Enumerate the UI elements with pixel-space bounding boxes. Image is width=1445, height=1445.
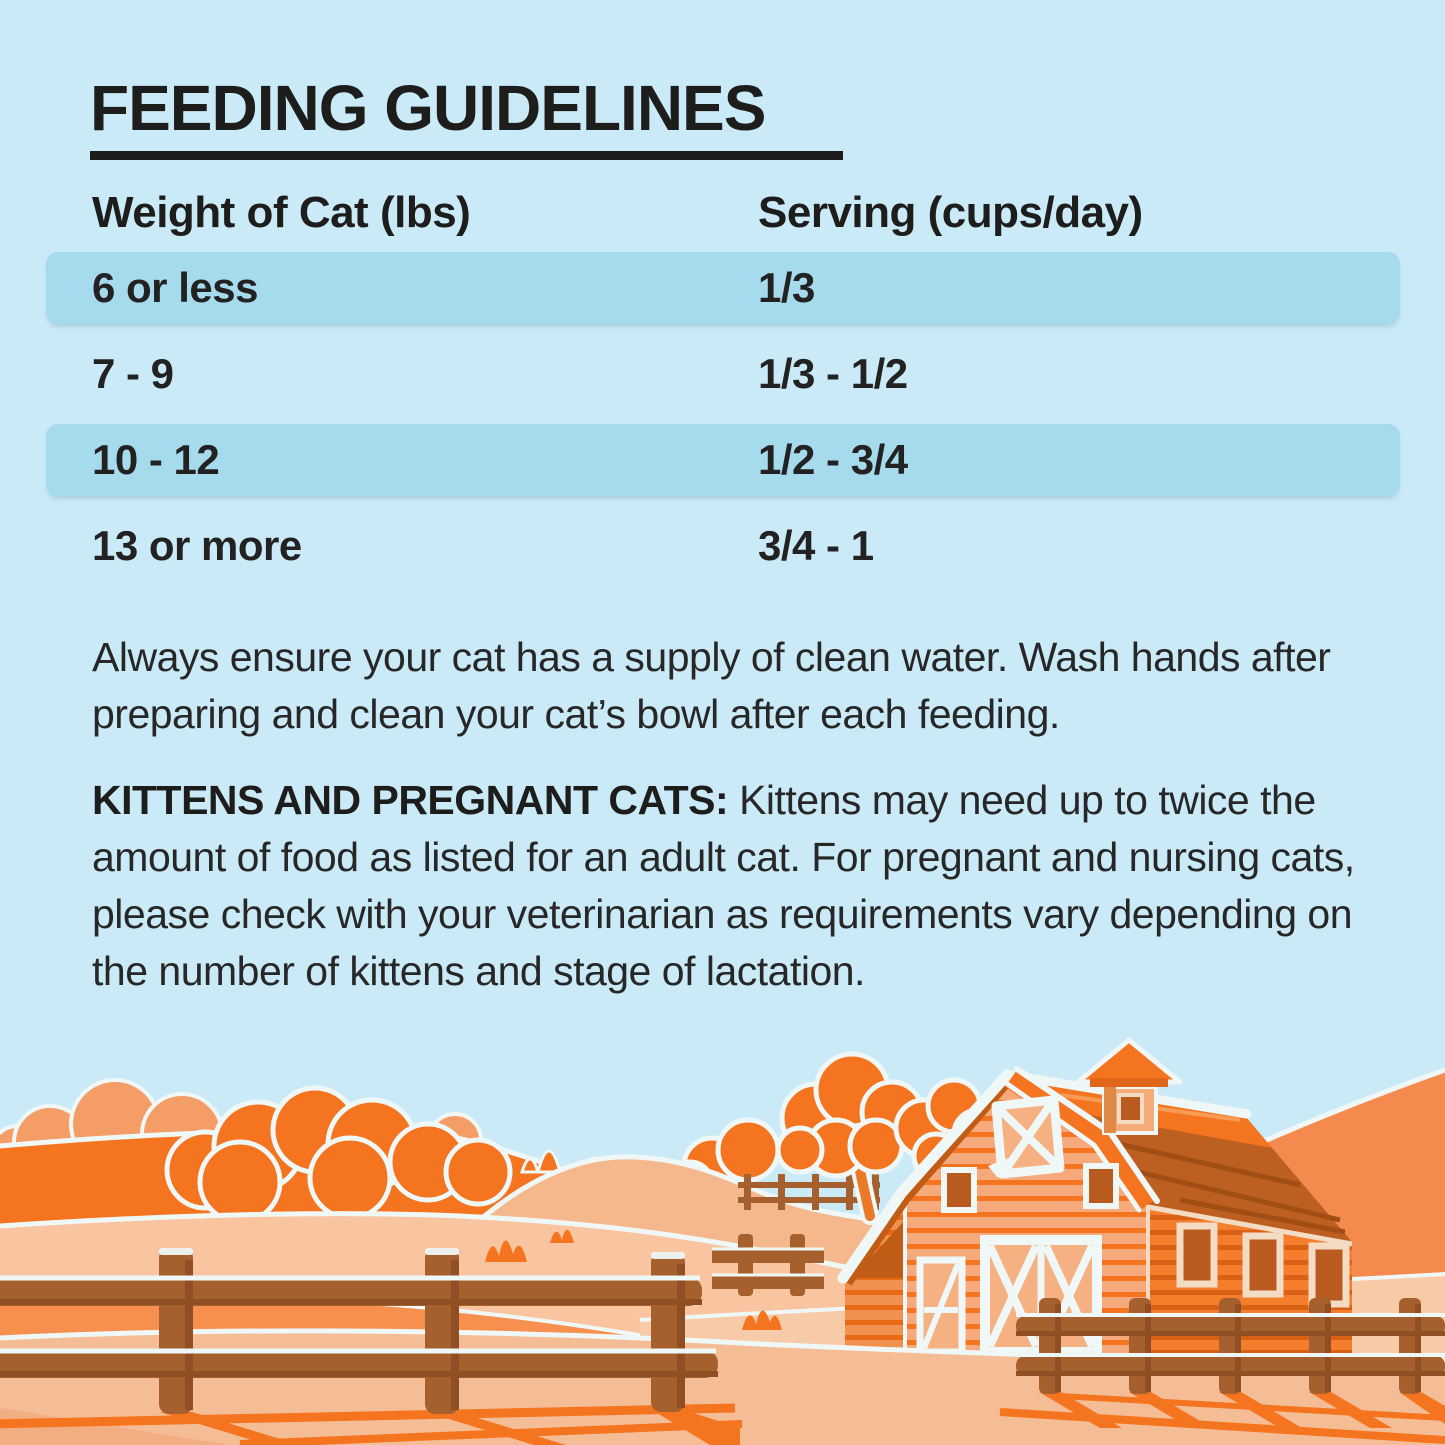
barn-small-door bbox=[916, 1256, 966, 1356]
title-underline bbox=[90, 151, 843, 160]
weight-value: 7 - 9 bbox=[92, 350, 174, 397]
page-title: FEEDING GUIDELINES bbox=[90, 72, 766, 144]
distant-fence-icon bbox=[738, 1174, 880, 1210]
serving-value: 3/4 - 1 bbox=[758, 522, 874, 569]
header-serving: Serving (cups/day) bbox=[758, 188, 1143, 237]
table-row: 13 or more 3/4 - 1 bbox=[46, 510, 1400, 582]
bush-cluster-icon bbox=[164, 1085, 513, 1225]
water-note: Always ensure your cat has a supply of c… bbox=[92, 634, 1331, 737]
barn-front-windows bbox=[941, 1163, 1119, 1213]
trees-icon bbox=[775, 1051, 1005, 1225]
kittens-note: KITTENS AND PREGNANT CATS: Kittens may n… bbox=[92, 772, 1368, 1000]
barn-loft-window bbox=[988, 1095, 1065, 1179]
serving-value: 1/3 - 1/2 bbox=[758, 350, 908, 397]
serving-value: 1/3 bbox=[758, 264, 815, 311]
barn-cupola bbox=[1075, 1037, 1183, 1135]
barn-side-windows bbox=[1176, 1222, 1350, 1308]
serving-value: 1/2 - 3/4 bbox=[758, 436, 908, 483]
left-fence-icon bbox=[0, 1248, 743, 1445]
weight-value: 10 - 12 bbox=[92, 436, 220, 483]
kittens-note-body: Kittens may need up to twice the amount … bbox=[92, 777, 1355, 994]
right-fence-icon bbox=[999, 1298, 1445, 1444]
farm-illustration-icon bbox=[0, 1037, 1445, 1445]
weight-value: 6 or less bbox=[92, 264, 258, 311]
header-weight: Weight of Cat (lbs) bbox=[92, 188, 471, 237]
table-row: 7 - 9 1/3 - 1/2 bbox=[46, 338, 1400, 410]
kittens-note-label: KITTENS AND PREGNANT CATS: bbox=[92, 777, 729, 823]
weight-value: 13 or more bbox=[92, 522, 302, 569]
small-fence-icon bbox=[712, 1234, 824, 1296]
table-row: 6 or less 1/3 bbox=[46, 252, 1400, 324]
table-row: 10 - 12 1/2 - 3/4 bbox=[46, 424, 1400, 496]
grass-tufts-icon bbox=[485, 1229, 782, 1330]
